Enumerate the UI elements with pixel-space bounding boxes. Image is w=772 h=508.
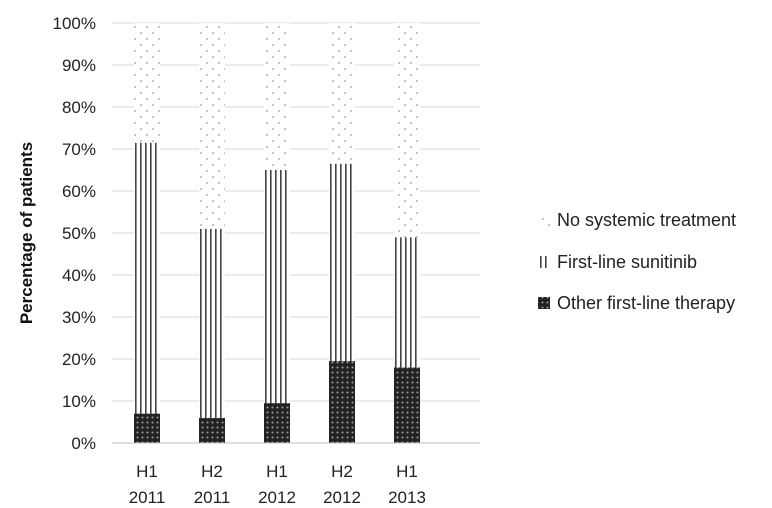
bar-segment-no-systemic-treatment	[134, 23, 160, 143]
x-tick-label: H1	[136, 462, 158, 481]
bar-segment-no-systemic-treatment	[264, 23, 290, 170]
x-tick-label: H2	[331, 462, 353, 481]
bar-segment-no-systemic-treatment	[329, 23, 355, 164]
x-tick-label: H1	[396, 462, 418, 481]
bar-segment-other-first-line-therapy	[134, 413, 160, 443]
x-tick-label: H2	[201, 462, 223, 481]
y-tick-label: 0%	[71, 434, 96, 453]
legend-label: No systemic treatment	[557, 210, 736, 230]
x-tick-label: 2012	[323, 488, 361, 507]
bar-segment-first-line-sunitinib	[329, 163, 355, 362]
y-tick-label: 20%	[62, 350, 96, 369]
x-tick-label: 2011	[129, 488, 166, 507]
bar-segment-other-first-line-therapy	[199, 417, 225, 443]
y-axis-ticks: 0% 10% 20% 30% 40% 50% 60% 70% 80% 90% 100%	[53, 14, 96, 453]
legend-label: Other first-line therapy	[557, 293, 735, 313]
legend-swatch	[538, 256, 550, 268]
x-tick-label: 2011	[194, 488, 231, 507]
gridlines	[112, 22, 480, 402]
bar-segment-other-first-line-therapy	[264, 403, 290, 443]
bar-segment-other-first-line-therapy	[394, 367, 420, 443]
y-tick-label: 50%	[62, 224, 96, 243]
bar-segment-first-line-sunitinib	[134, 142, 160, 414]
bar-segment-first-line-sunitinib	[199, 228, 225, 418]
y-axis-title: Percentage of patients	[17, 142, 36, 324]
y-tick-label: 90%	[62, 56, 96, 75]
legend: No systemic treatment First-line sunitini…	[538, 210, 736, 313]
y-tick-label: 60%	[62, 182, 96, 201]
y-tick-label: 70%	[62, 140, 96, 159]
y-tick-label: 30%	[62, 308, 96, 327]
x-tick-label: 2013	[388, 488, 426, 507]
bar-segment-no-systemic-treatment	[199, 23, 225, 229]
bar-segment-other-first-line-therapy	[329, 361, 355, 443]
y-tick-label: 10%	[62, 392, 96, 411]
bars	[134, 23, 420, 443]
legend-swatch	[538, 297, 550, 309]
x-tick-label: 2012	[258, 488, 296, 507]
legend-label: First-line sunitinib	[557, 252, 697, 272]
legend-swatch	[538, 214, 550, 226]
y-tick-label: 80%	[62, 98, 96, 117]
y-tick-label: 40%	[62, 266, 96, 285]
x-axis-ticks: H1 2011 H2 2011 H1 2012 H2 2012 H1 2013	[129, 462, 426, 507]
bar-segment-first-line-sunitinib	[394, 237, 420, 368]
bar-segment-no-systemic-treatment	[394, 23, 420, 238]
x-tick-label: H1	[266, 462, 288, 481]
y-tick-label: 100%	[53, 14, 96, 33]
bar-segment-first-line-sunitinib	[264, 170, 290, 404]
